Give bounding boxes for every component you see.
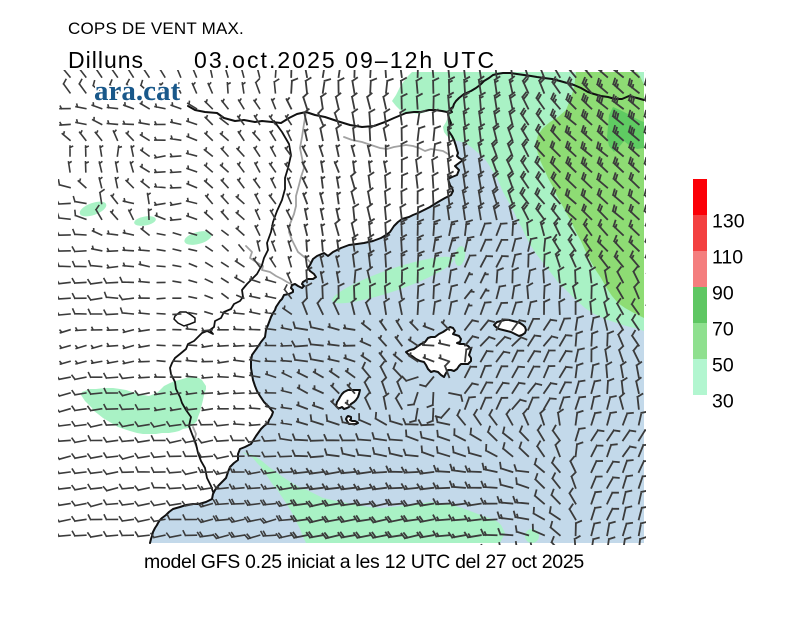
svg-text:90: 90: [712, 283, 734, 305]
svg-text:30: 30: [712, 391, 734, 413]
svg-text:Dilluns: Dilluns: [68, 47, 144, 73]
svg-text:70: 70: [712, 319, 734, 341]
svg-text:50: 50: [712, 355, 734, 377]
svg-text:model GFS 0.25 iniciat a les 1: model GFS 0.25 iniciat a les 12 UTC del …: [144, 551, 584, 573]
svg-text:ara.cat: ara.cat: [94, 75, 180, 107]
svg-text:03.oct.2025 09–12h UTC: 03.oct.2025 09–12h UTC: [194, 47, 496, 73]
svg-text:COPS DE VENT MAX.: COPS DE VENT MAX.: [68, 19, 244, 38]
svg-text:130: 130: [712, 211, 745, 233]
svg-text:110: 110: [712, 247, 743, 269]
